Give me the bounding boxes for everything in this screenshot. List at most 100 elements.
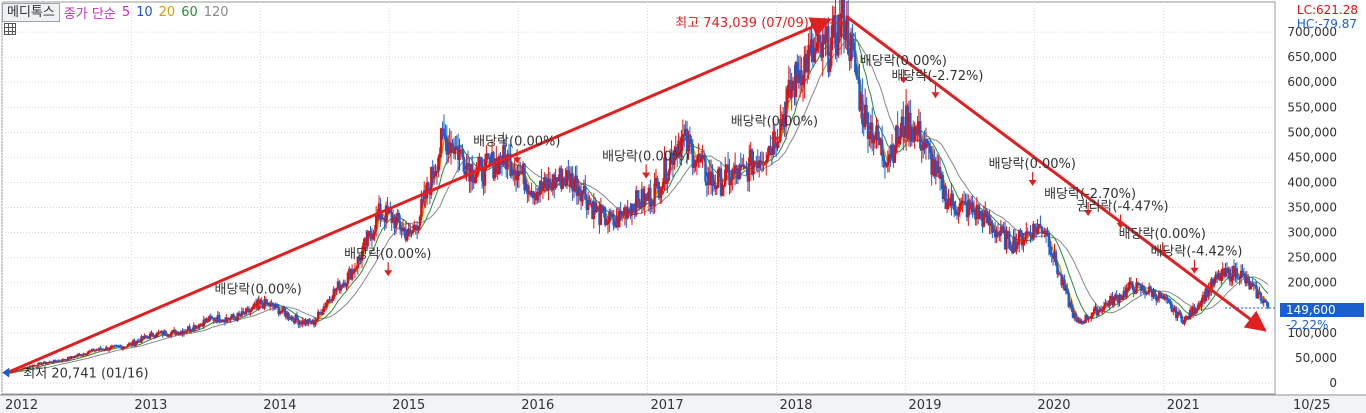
candle-body bbox=[1088, 317, 1092, 319]
candle-body bbox=[965, 203, 969, 218]
candle-body bbox=[1101, 310, 1104, 312]
candle-body bbox=[1238, 278, 1241, 280]
candle-body bbox=[482, 181, 485, 186]
candle-body bbox=[651, 204, 655, 206]
candle-body bbox=[986, 215, 990, 224]
candle-body bbox=[1023, 239, 1027, 241]
candle-body bbox=[102, 349, 105, 351]
candle-body bbox=[198, 323, 201, 328]
candle-body bbox=[1229, 280, 1233, 282]
candle-body bbox=[564, 179, 567, 186]
candle-body bbox=[724, 169, 727, 186]
candle-body bbox=[813, 47, 816, 62]
candle-body bbox=[503, 145, 506, 156]
candle-body bbox=[1015, 241, 1018, 252]
candle-body bbox=[984, 210, 987, 213]
candle-body bbox=[581, 190, 584, 202]
candle-body bbox=[1030, 235, 1034, 240]
ma-period-5[interactable]: 5 bbox=[121, 4, 131, 20]
candle-body bbox=[958, 203, 962, 212]
candle-body bbox=[620, 211, 624, 214]
candle-body bbox=[697, 154, 700, 160]
candle-body bbox=[319, 312, 323, 315]
candle-body bbox=[317, 311, 320, 319]
candle-body bbox=[722, 185, 726, 187]
candle-body bbox=[1068, 303, 1072, 307]
candle-body bbox=[873, 138, 877, 140]
candle-body bbox=[325, 302, 328, 307]
candle-body bbox=[534, 193, 538, 201]
candle-body bbox=[55, 361, 58, 363]
candle-body bbox=[170, 332, 173, 337]
candle-body bbox=[1181, 322, 1185, 324]
candle-body bbox=[1001, 226, 1004, 233]
candle-body bbox=[1183, 319, 1186, 324]
candle-body bbox=[1201, 294, 1205, 302]
candle-body bbox=[283, 307, 286, 312]
dividend-arrow-head bbox=[384, 270, 393, 277]
candle-body bbox=[1081, 321, 1085, 323]
candle-body bbox=[502, 145, 505, 166]
candle-body bbox=[538, 180, 542, 196]
candle-body bbox=[709, 171, 713, 185]
ma-period-10[interactable]: 10 bbox=[136, 4, 153, 20]
candle-body bbox=[14, 371, 17, 373]
candle-body bbox=[56, 360, 60, 362]
candle-body bbox=[1193, 306, 1196, 314]
candle-body bbox=[671, 152, 675, 165]
candle-body bbox=[1016, 241, 1019, 245]
candle-body bbox=[336, 281, 340, 288]
candle-body bbox=[27, 367, 30, 369]
candle-body bbox=[445, 138, 449, 155]
candle-body bbox=[752, 162, 755, 175]
candle-body bbox=[35, 365, 39, 367]
candle-body bbox=[1239, 270, 1243, 279]
grid-icon[interactable] bbox=[4, 23, 16, 35]
candle-body bbox=[341, 285, 344, 287]
ma-120-line bbox=[7, 38, 1269, 374]
candle-body bbox=[610, 214, 614, 218]
candle-body bbox=[1019, 230, 1022, 233]
candle-body bbox=[806, 53, 809, 73]
stock-name-button[interactable]: 메디톡스 bbox=[2, 2, 60, 22]
candle-body bbox=[133, 340, 136, 346]
candle-body bbox=[1053, 251, 1056, 259]
candle-body bbox=[756, 162, 759, 169]
ma-period-20[interactable]: 20 bbox=[158, 4, 176, 20]
hc-value: HC:-79.87 bbox=[1296, 17, 1358, 31]
candle-body bbox=[637, 198, 641, 208]
candle-body bbox=[38, 362, 42, 364]
candle-body bbox=[25, 367, 29, 369]
candle-body bbox=[1005, 233, 1008, 250]
candle-body bbox=[1213, 278, 1216, 286]
candle-body bbox=[218, 314, 221, 322]
candle-body bbox=[1196, 309, 1199, 311]
ma-period-60[interactable]: 60 bbox=[181, 4, 198, 20]
ma-period-120[interactable]: 120 bbox=[203, 4, 229, 20]
downtrend-line bbox=[846, 15, 1267, 332]
candle-body bbox=[982, 212, 986, 227]
candle-body bbox=[59, 360, 63, 362]
y-tick-label: 650,000 bbox=[1287, 50, 1337, 64]
candle-body bbox=[753, 161, 757, 163]
candle-body bbox=[622, 211, 625, 216]
moving-average-label[interactable]: 종가 단순 bbox=[63, 6, 116, 22]
candle-body bbox=[40, 362, 43, 365]
candle-body bbox=[459, 149, 463, 151]
y-tick-label: 100,000 bbox=[1287, 326, 1337, 340]
candle-body bbox=[157, 332, 160, 334]
candle-body bbox=[400, 229, 403, 232]
candle-body bbox=[195, 325, 198, 329]
y-tick-label: 250,000 bbox=[1287, 251, 1337, 265]
candle-body bbox=[687, 134, 690, 152]
candle-body bbox=[105, 347, 108, 350]
candle-body bbox=[784, 102, 788, 127]
candle-body bbox=[85, 354, 88, 356]
y-tick-label: 450,000 bbox=[1287, 150, 1337, 164]
candle-body bbox=[943, 186, 946, 200]
candle-body bbox=[281, 307, 285, 312]
y-tick-label: 700,000 bbox=[1287, 25, 1337, 39]
candle-body bbox=[1002, 229, 1005, 233]
